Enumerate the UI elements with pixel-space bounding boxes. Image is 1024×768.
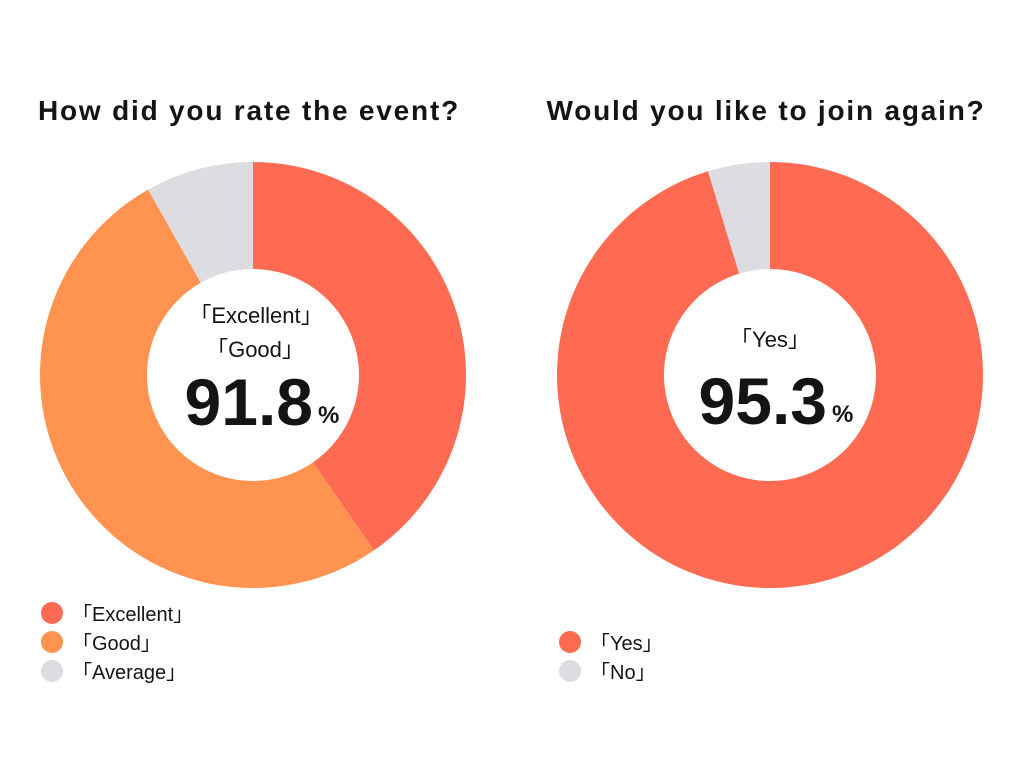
legend-label-no: 「No」 (590, 661, 656, 684)
rating-center-label-good: 「Good」 (206, 337, 304, 362)
legend-label-good: 「Good」 (72, 632, 161, 655)
slice-yes (557, 162, 983, 589)
rejoin-center-label-yes: 「Yes」 (730, 327, 810, 352)
rating-donut (39, 162, 467, 589)
rating-center-value: 91.8 (185, 365, 313, 439)
rating-center-unit: % (318, 402, 339, 429)
slice-average (148, 162, 253, 283)
rejoin-donut (557, 162, 983, 589)
legend-swatch-excellent (41, 602, 63, 624)
slice-good (39, 189, 374, 589)
legend-swatch-yes (559, 631, 581, 653)
legend-swatch-no (559, 660, 581, 682)
rating-chart: How did you rate the event? 「Excellent」 … (38, 95, 467, 684)
legend-swatch-average (41, 660, 63, 682)
rejoin-center-unit: % (832, 401, 853, 428)
rejoin-legend: 「Yes」 「No」 (559, 631, 663, 684)
rejoin-chart: Would you like to join again? 「Yes」 95.3… (546, 95, 985, 684)
rejoin-chart-title: Would you like to join again? (546, 95, 985, 126)
rating-chart-title: How did you rate the event? (38, 95, 460, 126)
legend-label-average: 「Average」 (72, 661, 186, 684)
legend-label-yes: 「Yes」 (590, 632, 663, 655)
slice-excellent (253, 162, 467, 551)
legend-label-excellent: 「Excellent」 (72, 603, 193, 626)
legend-swatch-good (41, 631, 63, 653)
slice-no (708, 162, 770, 274)
rejoin-center-value: 95.3 (699, 364, 827, 438)
rating-legend: 「Excellent」 「Good」 「Average」 (41, 602, 193, 684)
rating-center-label-excellent: 「Excellent」 (189, 303, 322, 328)
